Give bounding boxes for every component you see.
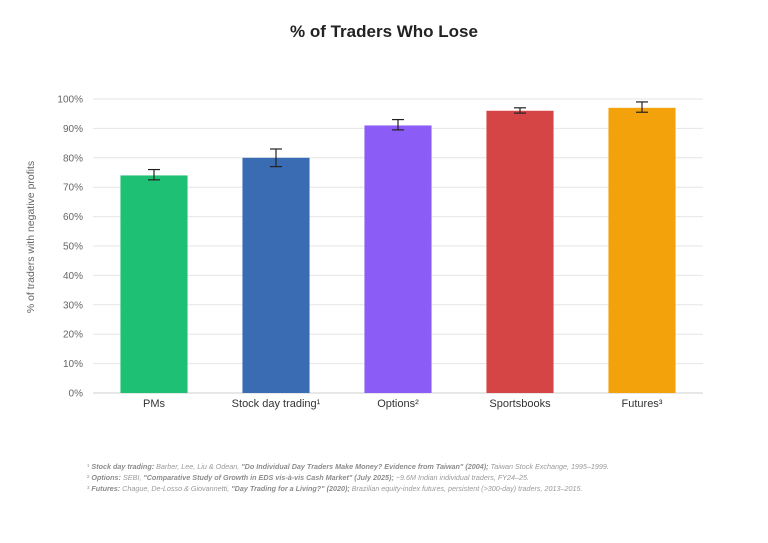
y-tick-label: 40%	[63, 271, 83, 282]
footnote-quote: "Day Trading for a Living?" (2020);	[231, 484, 350, 493]
footnote-futures: ³ Futures: Chague, De-Losso & Giovannett…	[87, 483, 747, 494]
footnote-tail: ~9.6M Indian individual traders, FY24–25…	[393, 473, 530, 482]
footnotes: ¹ Stock day trading: Barber, Lee, Liu & …	[87, 461, 747, 494]
footnote-authors: Barber, Lee, Liu & Odean,	[154, 462, 242, 471]
y-tick-label: 60%	[63, 212, 83, 223]
footnote-lead: Futures:	[91, 484, 121, 493]
footnote-authors: Chague, De-Losso & Giovannetti,	[120, 484, 232, 493]
bar	[608, 107, 676, 393]
y-tick-label: 0%	[69, 389, 84, 400]
y-tick-label: 80%	[63, 153, 83, 164]
y-tick-label: 100%	[57, 95, 83, 106]
footnote-quote: "Comparative Study of Growth in EDS vis-…	[143, 473, 394, 482]
footnote-lead: Options:	[91, 473, 121, 482]
footnote-authors: SEBI,	[120, 473, 144, 482]
bar	[120, 175, 188, 393]
y-tick-label: 10%	[63, 359, 83, 370]
footnote-stock-day-trading: ¹ Stock day trading: Barber, Lee, Liu & …	[87, 461, 747, 472]
footnote-lead: Stock day trading:	[91, 462, 155, 471]
footnote-marker: ²	[87, 473, 90, 482]
bar	[486, 110, 554, 393]
bar	[242, 157, 310, 393]
chart-title: % of Traders Who Lose	[290, 22, 478, 41]
footnote-marker: ¹	[87, 462, 90, 471]
footnote-marker: ³	[87, 484, 90, 493]
footnote-options: ² Options: SEBI, "Comparative Study of G…	[87, 472, 747, 483]
y-tick-label: 20%	[63, 330, 83, 341]
x-tick-label: Options²	[377, 398, 419, 410]
x-tick-label: Sportsbooks	[489, 398, 551, 410]
footnote-tail: Brazilian equity-index futures, persiste…	[349, 484, 583, 493]
bar	[364, 125, 432, 394]
x-tick-label: Futures³	[622, 398, 663, 410]
y-tick-label: 70%	[63, 183, 83, 194]
footnote-tail: Taiwan Stock Exchange, 1995–1999.	[488, 462, 609, 471]
y-tick-label: 50%	[63, 242, 83, 253]
y-tick-label: 30%	[63, 300, 83, 311]
y-tick-label: 90%	[63, 124, 83, 135]
x-tick-label: PMs	[143, 398, 166, 410]
x-tick-label: Stock day trading¹	[232, 398, 321, 410]
footnote-quote: "Do Individual Day Traders Make Money? E…	[241, 462, 489, 471]
